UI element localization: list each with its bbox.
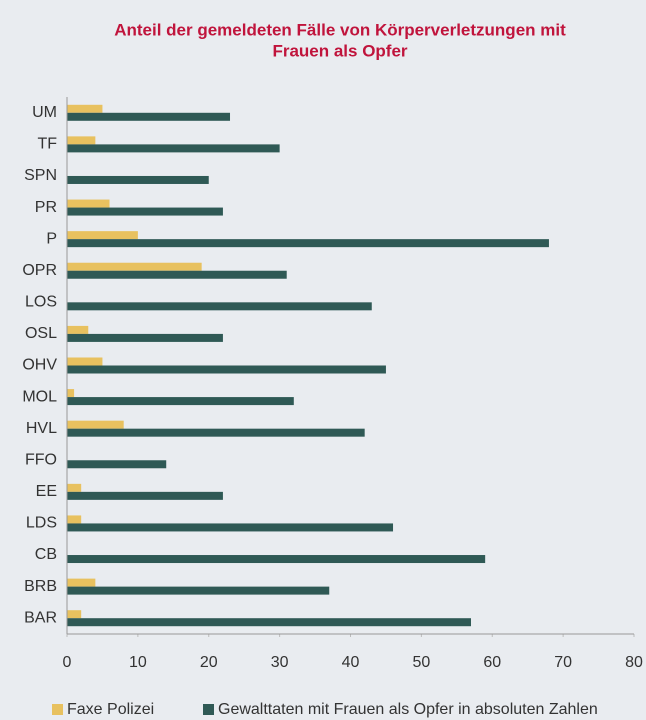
y-tick-label: EE bbox=[36, 483, 57, 500]
x-tick-label: 30 bbox=[271, 654, 289, 671]
bar bbox=[67, 104, 103, 113]
x-tick-label: 0 bbox=[63, 654, 72, 671]
bar bbox=[67, 199, 110, 208]
bar bbox=[67, 523, 394, 532]
y-tick-label: BRB bbox=[24, 578, 57, 595]
y-tick-label: SPN bbox=[24, 167, 57, 184]
legend-label: Gewalttaten mit Frauen als Opfer in abso… bbox=[218, 701, 598, 718]
bar bbox=[67, 555, 486, 564]
bar bbox=[67, 333, 223, 342]
y-tick-label: PR bbox=[35, 199, 57, 216]
bar bbox=[67, 262, 202, 271]
bar bbox=[67, 578, 96, 587]
legend-swatch bbox=[52, 704, 63, 715]
bar bbox=[67, 136, 96, 145]
chart-title: Anteil der gemeldeten Fälle von Körperve… bbox=[114, 20, 566, 39]
bar bbox=[67, 112, 231, 121]
bar bbox=[67, 325, 89, 334]
bar bbox=[67, 610, 82, 619]
bar bbox=[67, 420, 124, 429]
bar bbox=[67, 175, 209, 184]
y-tick-label: P bbox=[46, 230, 57, 247]
bar bbox=[67, 397, 294, 406]
y-tick-label: LOS bbox=[25, 294, 57, 311]
legend-label: Faxe Polizei bbox=[67, 701, 154, 718]
y-tick-label: OHV bbox=[22, 357, 57, 374]
bar bbox=[67, 491, 223, 500]
x-tick-label: 50 bbox=[412, 654, 430, 671]
bar bbox=[67, 144, 280, 153]
bar bbox=[67, 302, 372, 311]
bar bbox=[67, 515, 82, 524]
bar bbox=[67, 239, 549, 248]
y-tick-label: TF bbox=[37, 136, 57, 153]
y-tick-label: MOL bbox=[22, 388, 57, 405]
bar bbox=[67, 207, 223, 216]
bar bbox=[67, 428, 365, 437]
y-tick-label: CB bbox=[35, 546, 57, 563]
x-tick-label: 70 bbox=[554, 654, 572, 671]
y-tick-label: BAR bbox=[24, 609, 57, 626]
y-tick-label: HVL bbox=[26, 420, 57, 437]
x-tick-label: 10 bbox=[129, 654, 147, 671]
bar bbox=[67, 365, 386, 374]
x-tick-label: 60 bbox=[483, 654, 501, 671]
y-tick-label: UM bbox=[32, 104, 57, 121]
x-tick-label: 40 bbox=[342, 654, 360, 671]
bar bbox=[67, 357, 103, 366]
y-tick-label: OPR bbox=[22, 262, 57, 279]
bar bbox=[67, 618, 471, 627]
bar bbox=[67, 483, 82, 492]
bar bbox=[67, 586, 330, 595]
chart-title: Frauen als Opfer bbox=[272, 41, 407, 60]
bar bbox=[67, 231, 138, 240]
x-tick-label: 80 bbox=[625, 654, 643, 671]
bar bbox=[67, 389, 75, 398]
legend-swatch bbox=[203, 704, 214, 715]
bar bbox=[67, 270, 287, 279]
y-tick-label: OSL bbox=[25, 325, 57, 342]
x-tick-label: 20 bbox=[200, 654, 218, 671]
y-tick-label: LDS bbox=[26, 515, 57, 532]
bar bbox=[67, 460, 167, 469]
y-tick-label: FFO bbox=[25, 451, 57, 468]
